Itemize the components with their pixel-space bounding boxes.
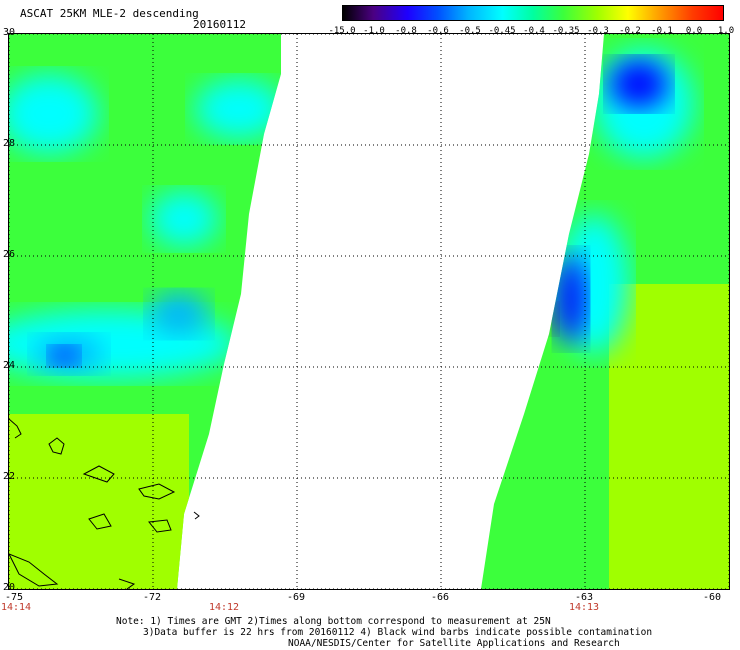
colorbar-tick-label: -0.35 <box>552 26 580 36</box>
coastline <box>9 553 59 587</box>
colorbar-tick-label: 0.0 <box>685 26 703 36</box>
wind-field-region <box>9 414 189 589</box>
wind-field-region <box>194 79 281 139</box>
colorbar-tick-label: -0.5 <box>459 26 481 36</box>
note-line-2: 3)Data buffer is 22 hrs from 20160112 4)… <box>143 627 653 638</box>
colorbar-tick-label: 1.0 <box>717 26 735 36</box>
colorbar-tick-label: -15.0 <box>328 26 356 36</box>
longitude-label: -60 <box>702 592 722 603</box>
map-panel <box>8 33 730 590</box>
map-canvas <box>9 34 729 589</box>
coastline <box>48 437 65 455</box>
longitude-label: -75 <box>4 592 24 603</box>
colorbar-tick-label: -0.6 <box>427 26 449 36</box>
longitude-label: -63 <box>574 592 594 603</box>
colorbar-tick-label: -0.8 <box>395 26 417 36</box>
product-date: 20160112 <box>193 18 246 31</box>
colorbar-tick-label: -0.1 <box>651 26 673 36</box>
wind-field-region <box>149 292 209 336</box>
time-label: 14:13 <box>568 602 600 613</box>
longitude-label: -66 <box>430 592 450 603</box>
coastline <box>88 513 112 530</box>
wind-field-region <box>149 191 219 247</box>
colorbar-tick-label: -0.2 <box>619 26 641 36</box>
latitude-label: 28 <box>3 138 16 149</box>
latitude-label: 30 <box>3 27 16 38</box>
latitude-label: 26 <box>3 249 16 260</box>
wind-field-region <box>555 254 587 344</box>
note-line-3: NOAA/NESDIS/Center for Satellite Applica… <box>288 638 620 649</box>
longitude-label: -72 <box>142 592 162 603</box>
time-label: 14:14 <box>0 602 32 613</box>
notes: Note: 1) Times are GMT 2)Times along bot… <box>116 616 652 649</box>
wind-field-region <box>549 304 559 334</box>
left-swath <box>9 34 281 589</box>
coastline <box>138 483 176 500</box>
right-swath <box>481 34 729 589</box>
wind-field-region <box>609 284 729 589</box>
note-line-1: Note: 1) Times are GMT 2)Times along bot… <box>116 616 551 627</box>
colorbar-labels: -15.0 -1.0 -0.8 -0.6 -0.5 -0.45 -0.4 -0.35 -0.3-… <box>328 26 735 38</box>
wind-field-region <box>9 74 99 154</box>
colorbar-tick-label: -0.45 <box>488 26 516 36</box>
latitude-label: 20 <box>3 582 16 593</box>
colorbar-tick-label: -1.0 <box>363 26 385 36</box>
colorbar-tick-label: -0.3 <box>587 26 609 36</box>
latitude-label: 22 <box>3 471 16 482</box>
wind-field-region <box>609 59 669 109</box>
colorbar <box>342 5 724 21</box>
coastline <box>148 519 172 533</box>
coastline <box>82 465 115 483</box>
wind-field-region <box>49 346 79 366</box>
coastline <box>118 578 136 589</box>
coastline <box>193 511 200 520</box>
longitude-label: -69 <box>286 592 306 603</box>
latitude-label: 24 <box>3 360 16 371</box>
product-title: ASCAT 25KM MLE-2 descending <box>20 7 199 20</box>
coastline <box>9 418 22 439</box>
colorbar-tick-label: -0.4 <box>523 26 545 36</box>
time-label: 14:12 <box>208 602 240 613</box>
